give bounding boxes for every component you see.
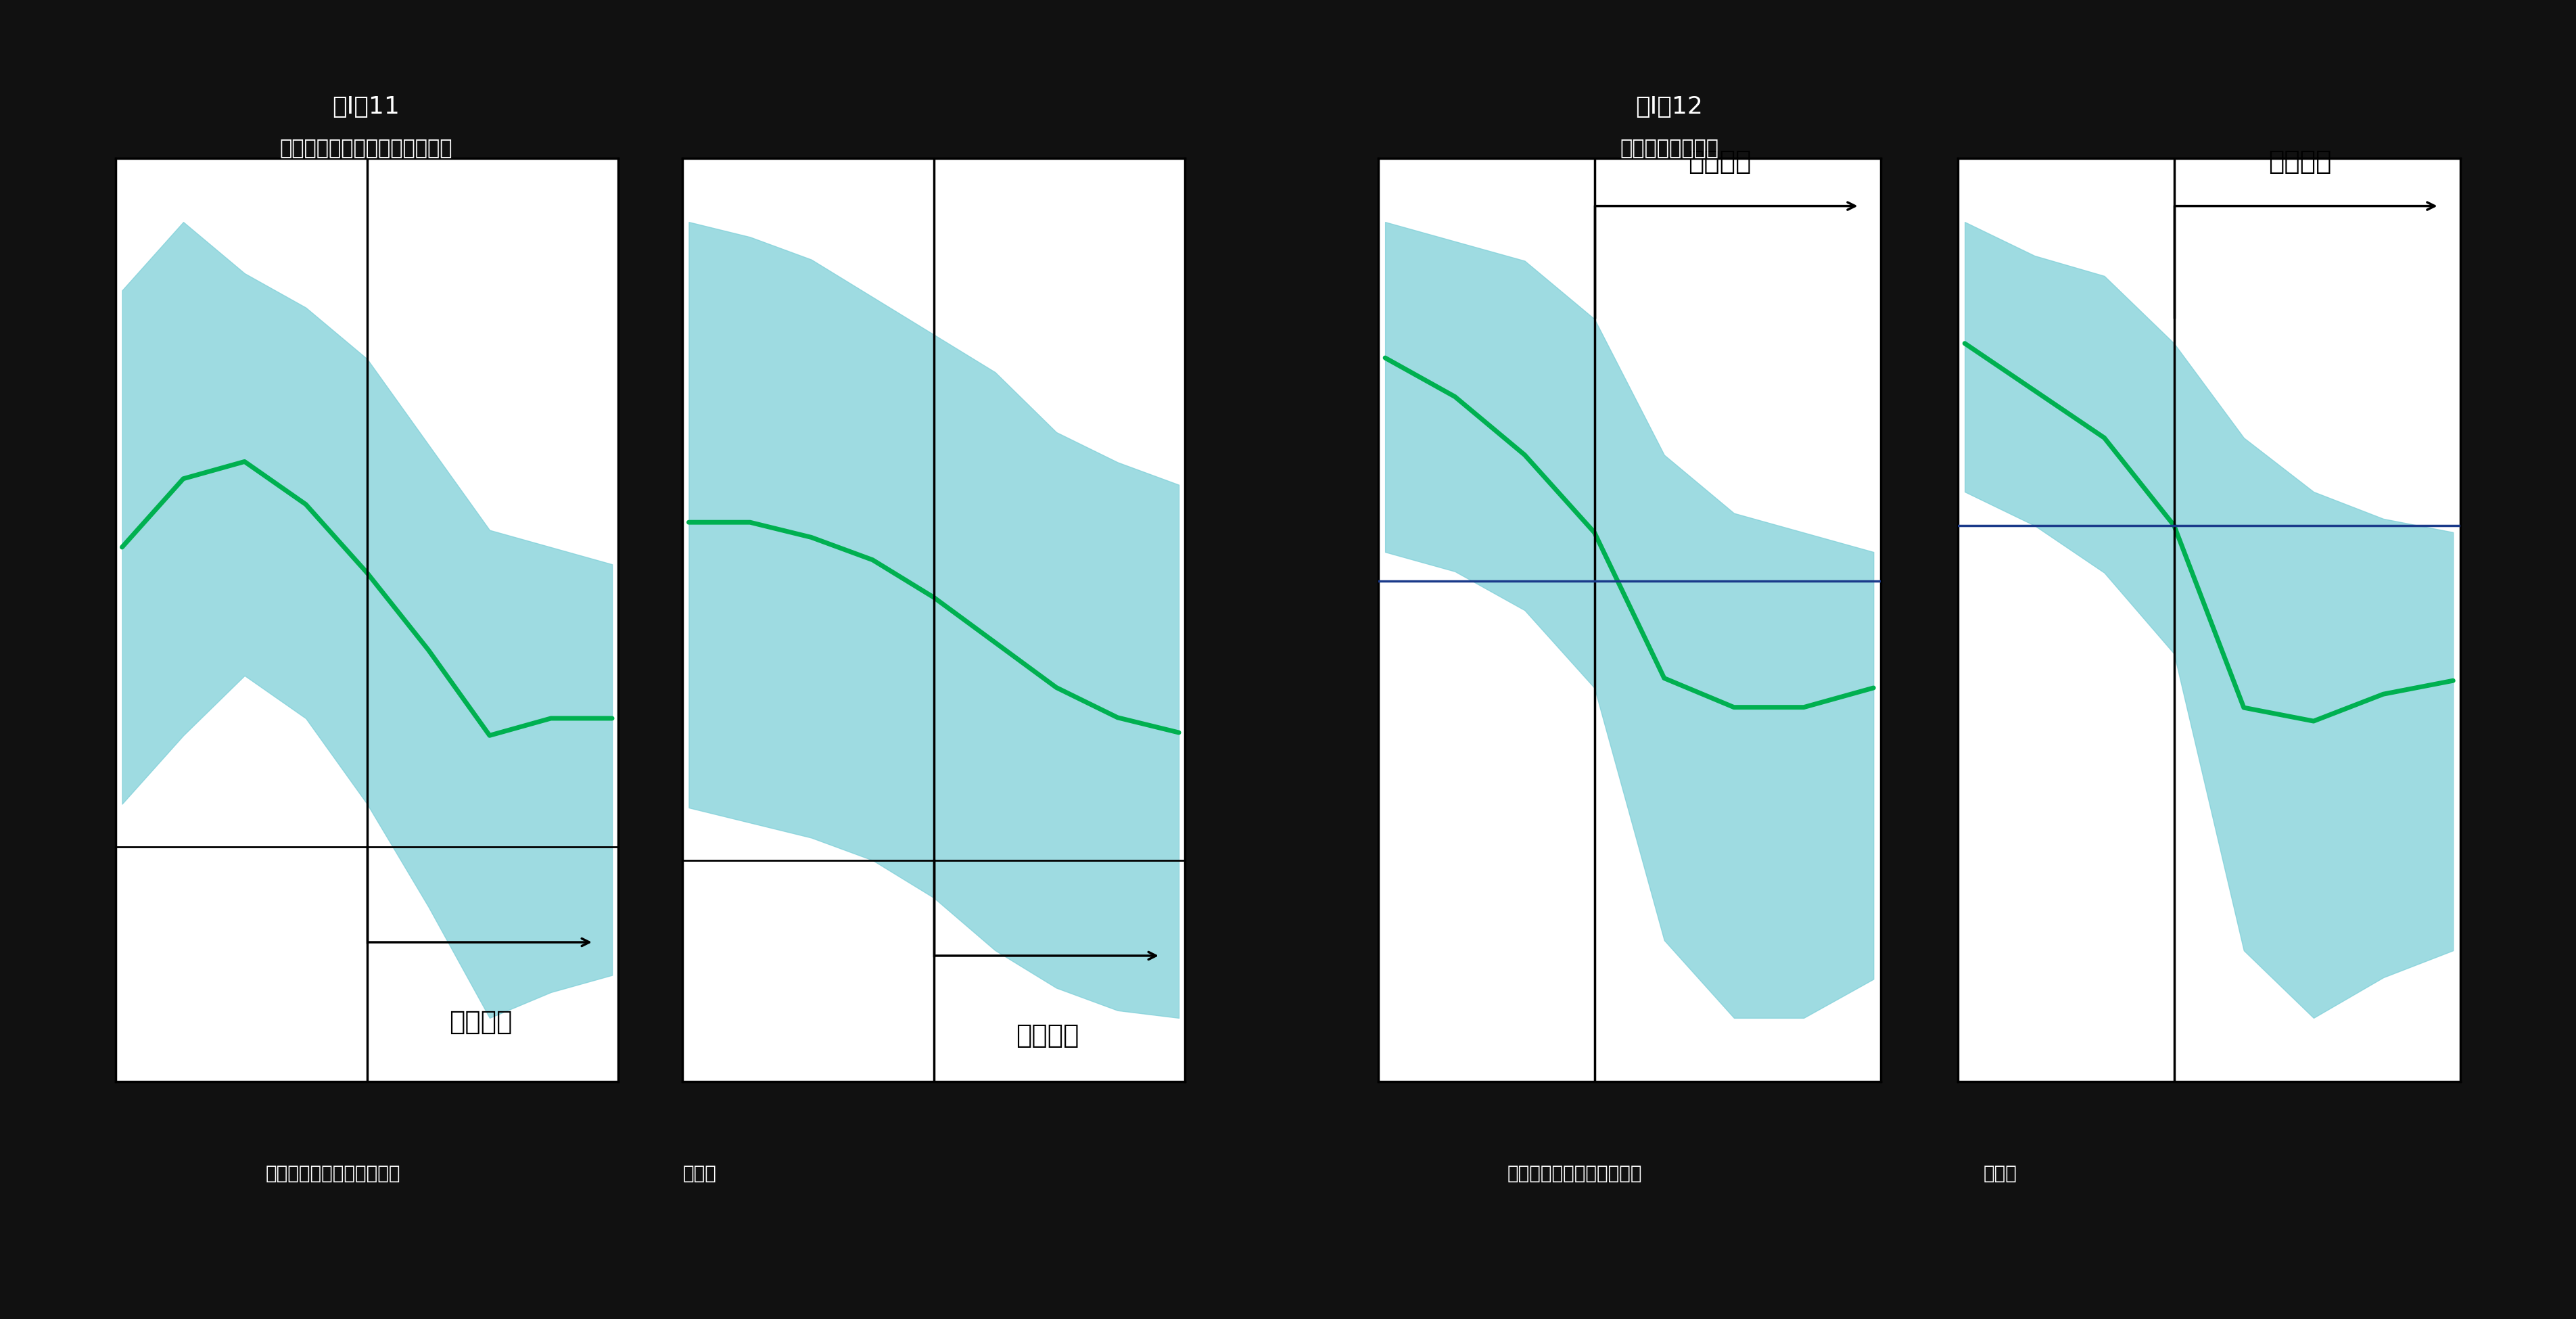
- Text: 分布（パーセンタイル値）: 分布（パーセンタイル値）: [265, 1165, 399, 1183]
- Text: 図Iの12: 図Iの12: [1636, 96, 1703, 119]
- Text: 図Iの11: 図Iの11: [332, 96, 399, 119]
- Text: 損益分岐点信用コスト率の分布: 損益分岐点信用コスト率の分布: [278, 138, 453, 158]
- Text: 試算期間: 試算期間: [2267, 149, 2331, 174]
- Text: 試算期間: 試算期間: [1687, 149, 1752, 174]
- Text: 分布（パーセンタイル値）: 分布（パーセンタイル値）: [1507, 1165, 1641, 1183]
- Text: 中央値: 中央値: [683, 1165, 716, 1183]
- Text: 中央値: 中央値: [1984, 1165, 2017, 1183]
- Text: 試算期間: 試算期間: [448, 1009, 513, 1034]
- Text: 試算期間: 試算期間: [1015, 1022, 1079, 1049]
- Text: 益出し余力の分布: 益出し余力の分布: [1620, 138, 1718, 158]
